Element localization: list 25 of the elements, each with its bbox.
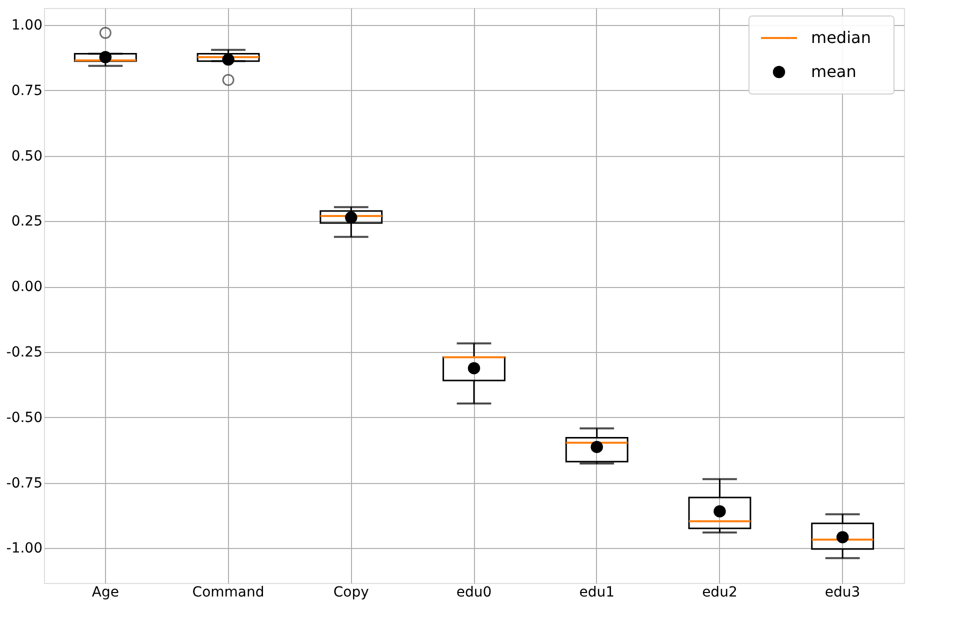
y-tick-label: 0.00	[11, 279, 42, 296]
x-tick-label: edu1	[579, 584, 614, 600]
y-tick-label: 0.50	[11, 148, 42, 164]
point	[345, 211, 358, 224]
y-tick-label: -0.50	[6, 410, 42, 426]
x-tick-label: edu2	[702, 584, 738, 600]
x-tick-label: edu0	[456, 584, 492, 600]
y-tick-label: 0.75	[11, 82, 42, 99]
y-tick-label: -0.25	[6, 344, 42, 361]
x-tick-label: Copy	[333, 584, 369, 600]
point	[222, 53, 234, 66]
x-tick-label: edu3	[824, 584, 860, 600]
point	[590, 440, 603, 454]
legend-label: median	[811, 28, 871, 47]
y-tick-label: -1.00	[6, 540, 42, 557]
y-tick-label: 0.25	[11, 214, 42, 230]
y-tick-label: -0.75	[6, 475, 42, 492]
legend-label: mean	[811, 62, 856, 81]
x-tick-label: Age	[92, 584, 119, 600]
x-tick-label: Command	[192, 584, 264, 600]
point	[836, 531, 849, 544]
y-tick-label: 1.00	[11, 18, 42, 34]
point	[99, 51, 112, 64]
point	[468, 362, 480, 374]
point	[714, 505, 726, 518]
